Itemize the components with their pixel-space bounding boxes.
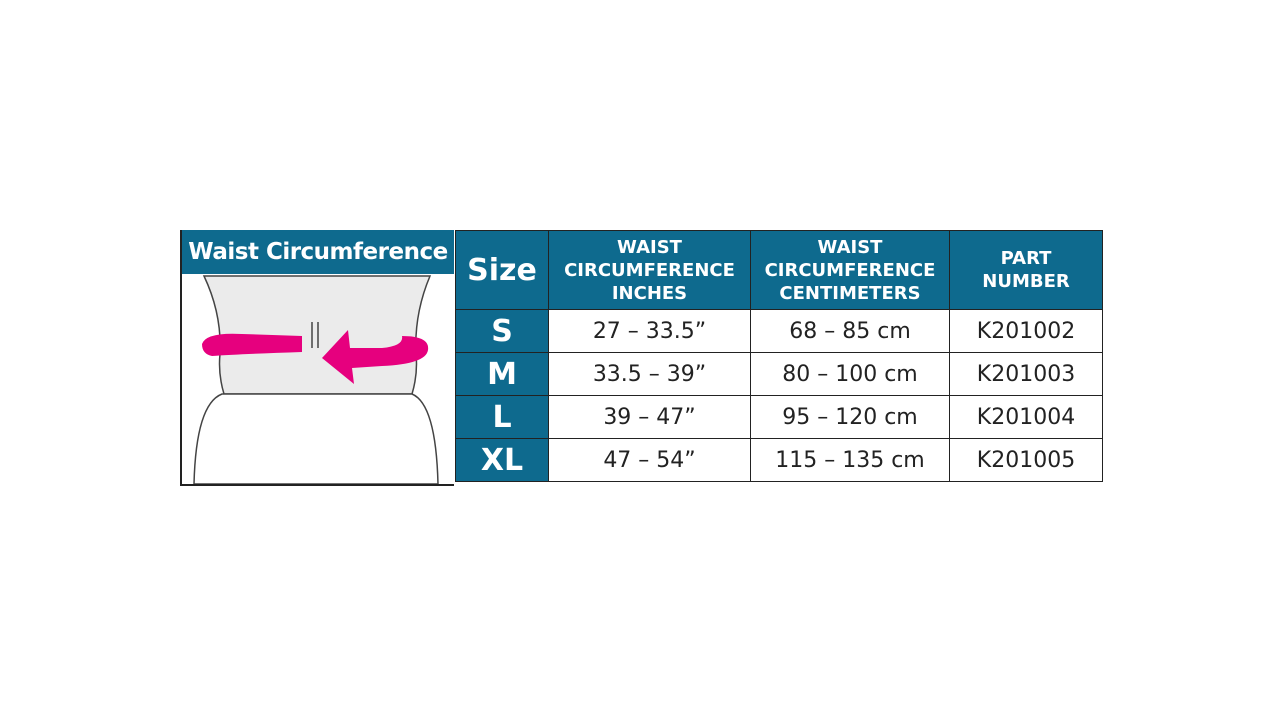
column-header: WAIST CIRCUMFERENCE CENTIMETERS [750,230,950,310]
table-cell: K201004 [949,395,1103,439]
table-cell: K201003 [949,352,1103,396]
illustration: Waist Circumference [180,230,454,486]
table-row: M 33.5 – 39” 80 – 100 cm K201003 [455,352,1103,396]
table-row: XL 47 – 54” 115 – 135 cm K201005 [455,438,1103,482]
header-line: WAIST [617,236,682,258]
header-row: Size WAIST CIRCUMFERENCE INCHES WAIST CIRCUMF… [455,230,1103,310]
table-cell: 39 – 47” [548,395,751,439]
size-cell: M [455,352,549,396]
table-cell: 95 – 120 cm [750,395,950,439]
waist-drawing [193,275,439,484]
table-cell: 33.5 – 39” [548,352,751,396]
header-line: INCHES [611,282,688,304]
table-cell: 27 – 33.5” [548,309,751,353]
header-line: Size [467,252,537,288]
table-cell: 68 – 85 cm [750,309,950,353]
header-line: CIRCUMFERENCE [764,259,936,281]
size-cell: XL [455,438,549,482]
table-cell: 47 – 54” [548,438,751,482]
illustration-title: Waist Circumference [182,230,454,274]
column-header: Size [455,230,549,310]
header-line: NUMBER [982,271,1070,292]
table-row: L 39 – 47” 95 – 120 cm K201004 [455,395,1103,439]
header-line: CIRCUMFERENCE [564,259,735,281]
column-header: WAIST CIRCUMFERENCE INCHES [548,230,751,310]
table-cell: K201005 [949,438,1103,482]
table-row: S 27 – 33.5” 68 – 85 cm K201002 [455,309,1103,353]
size-cell: S [455,309,549,353]
table-cell: 80 – 100 cm [750,352,950,396]
size-cell: L [455,395,549,439]
table-cell: 115 – 135 cm [750,438,950,482]
size-table: Size WAIST CIRCUMFERENCE INCHES WAIST CIRCUMF… [455,230,1103,482]
table-cell: K201002 [949,309,1103,353]
header-line: PART [1000,248,1052,269]
column-header: PART NUMBER [949,230,1103,310]
header-line: WAIST [817,236,883,258]
header-line: CENTIMETERS [779,282,921,304]
